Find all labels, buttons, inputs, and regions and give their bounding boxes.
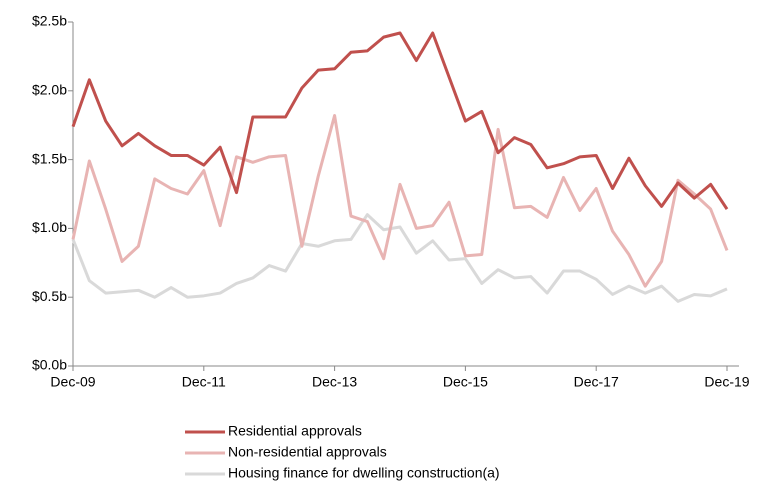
series-line bbox=[71, 213, 728, 303]
x-tick-label: Dec-09 bbox=[50, 374, 95, 390]
x-tick-label: Dec-17 bbox=[574, 374, 619, 390]
legend-label: Non-residential approvals bbox=[228, 444, 387, 460]
y-tick-label: $1.5b bbox=[32, 150, 67, 166]
y-tick-label: $0.5b bbox=[32, 288, 67, 304]
legend-label: Housing finance for dwelling constructio… bbox=[228, 465, 500, 481]
x-tick-label: Dec-15 bbox=[443, 374, 488, 390]
y-tick-label: $1.0b bbox=[32, 219, 67, 235]
x-tick-label: Dec-19 bbox=[704, 374, 749, 390]
series-line bbox=[71, 31, 729, 210]
series-line bbox=[71, 114, 729, 288]
y-tick-label: $0.0b bbox=[32, 357, 67, 373]
y-tick-label: $2.5b bbox=[32, 13, 67, 29]
x-tick-label: Dec-13 bbox=[312, 374, 357, 390]
legend-label: Residential approvals bbox=[228, 423, 362, 439]
x-tick-label: Dec-11 bbox=[182, 374, 226, 390]
y-tick-label: $2.0b bbox=[32, 82, 67, 98]
